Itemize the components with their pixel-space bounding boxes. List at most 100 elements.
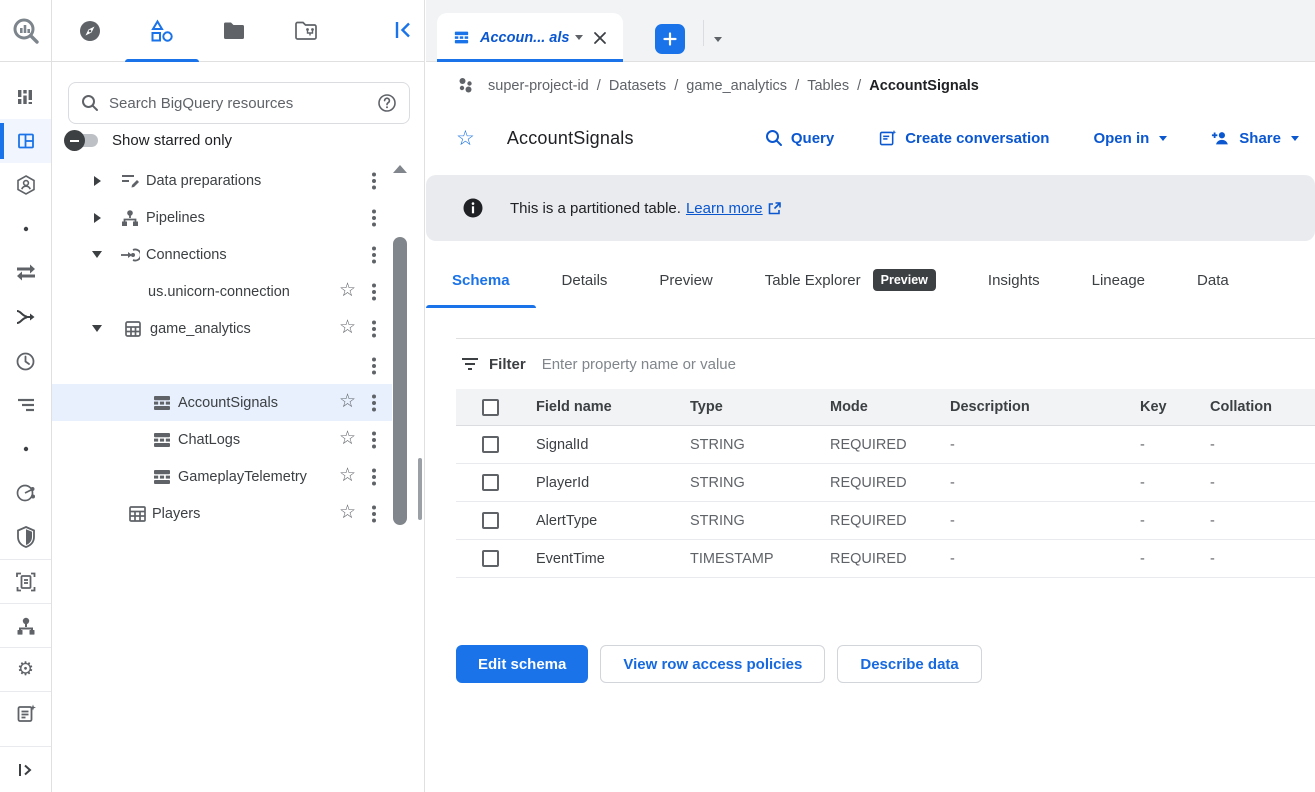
row-checkbox[interactable]	[482, 550, 499, 567]
toggle-track[interactable]	[64, 130, 98, 151]
star-icon[interactable]: ☆	[339, 428, 357, 449]
tree-item-table-chatlogs[interactable]: ChatLogs ☆	[52, 421, 425, 458]
expand-panel-icon[interactable]	[0, 746, 51, 792]
show-starred-toggle[interactable]: Show starred only	[64, 130, 232, 151]
field-mode: REQUIRED	[830, 474, 907, 491]
create-conversation-button[interactable]: Create conversation	[878, 129, 1049, 148]
kebab-menu-icon[interactable]	[372, 468, 376, 486]
tab-list-caret-icon[interactable]	[714, 37, 722, 42]
scrollbar-up-arrow[interactable]	[393, 165, 407, 173]
tree-item-table-players[interactable]: Players ☆	[52, 495, 425, 532]
open-in-button[interactable]: Open in	[1093, 130, 1168, 147]
scheduled-branch-icon[interactable]	[0, 295, 51, 339]
breadcrumb-datasets[interactable]: Datasets	[609, 78, 686, 94]
schema-row: SignalId STRING REQUIRED - - -	[456, 426, 1315, 464]
collapse-arrow-icon[interactable]	[92, 251, 102, 258]
collapse-arrow-icon[interactable]	[92, 325, 102, 332]
filter-input[interactable]	[541, 355, 1315, 373]
query-button[interactable]: Query	[765, 129, 834, 147]
learn-more-link[interactable]: Learn more	[685, 199, 763, 217]
filter-label: Filter	[489, 355, 526, 373]
explore-compass-icon[interactable]	[62, 0, 118, 62]
folder-icon[interactable]	[206, 0, 262, 62]
tree-item-label: Connections	[146, 246, 227, 263]
analytics-grid-icon[interactable]	[0, 75, 51, 119]
tab-insights[interactable]: Insights	[987, 271, 1040, 289]
breadcrumb-tables[interactable]: Tables	[807, 78, 869, 94]
studio-shapes-icon[interactable]	[125, 0, 199, 62]
help-icon[interactable]	[377, 93, 397, 113]
kebab-menu-icon[interactable]	[372, 246, 376, 264]
settings-gear-icon[interactable]: ⚙	[0, 647, 51, 691]
analytics-hub-icon[interactable]	[0, 471, 51, 515]
tab-preview[interactable]: Preview	[659, 271, 713, 289]
active-workspace-tab[interactable]: Accoun... als	[437, 13, 623, 62]
star-icon[interactable]: ☆	[339, 502, 357, 523]
row-checkbox[interactable]	[482, 512, 499, 529]
repository-folder-icon[interactable]	[278, 0, 334, 62]
kebab-menu-icon[interactable]	[372, 283, 376, 301]
col-description: Description	[950, 399, 1030, 415]
star-icon[interactable]: ☆	[339, 465, 357, 486]
expand-arrow-icon[interactable]	[94, 212, 101, 223]
close-tab-icon[interactable]	[593, 31, 607, 45]
tree-item-connections[interactable]: Connections	[52, 236, 425, 273]
kebab-menu-icon[interactable]	[372, 172, 376, 190]
star-icon[interactable]: ☆	[339, 391, 357, 412]
view-row-access-policies-button[interactable]: View row access policies	[600, 645, 826, 683]
describe-data-button[interactable]: Describe data	[837, 645, 982, 683]
collapse-panel-icon[interactable]	[394, 19, 414, 41]
tab-dropdown-caret-icon[interactable]	[575, 35, 584, 40]
new-document-icon[interactable]	[0, 691, 51, 735]
select-all-checkbox[interactable]	[482, 398, 499, 416]
tab-data[interactable]: Data	[1197, 271, 1229, 289]
scrollbar-thin-thumb[interactable]	[418, 458, 422, 520]
kebab-menu-icon[interactable]	[372, 394, 376, 412]
scan-document-icon[interactable]	[0, 559, 51, 603]
row-checkbox[interactable]	[482, 474, 499, 491]
breadcrumb-dataset[interactable]: game_analytics	[686, 78, 807, 94]
security-shield-icon[interactable]	[0, 515, 51, 559]
tree-item-table-accountsignals[interactable]: AccountSignals ☆	[52, 384, 392, 421]
tab-table-explorer[interactable]: Table Explorer Preview	[739, 252, 962, 308]
expand-arrow-icon[interactable]	[94, 175, 101, 186]
edit-schema-button[interactable]: Edit schema	[456, 645, 589, 683]
transfers-icon[interactable]	[0, 251, 51, 295]
kebab-menu-icon[interactable]	[372, 431, 376, 449]
resource-tree-icon[interactable]	[0, 603, 51, 647]
scrollbar-thumb[interactable]	[393, 237, 407, 525]
tree-item-data-preparations[interactable]: Data preparations	[52, 162, 425, 199]
field-name: SignalId	[536, 436, 589, 453]
toggle-knob[interactable]	[64, 130, 85, 151]
tree-item-pipelines[interactable]: Pipelines	[52, 199, 425, 236]
kebab-menu-icon[interactable]	[372, 320, 376, 338]
tab-details[interactable]: Details	[561, 271, 608, 289]
capacity-lines-icon[interactable]	[0, 383, 51, 427]
dot-icon	[0, 207, 51, 251]
kebab-menu-icon[interactable]	[372, 209, 376, 227]
star-table-icon[interactable]: ☆	[456, 126, 475, 150]
tab-lineage[interactable]: Lineage	[1091, 271, 1146, 289]
row-checkbox[interactable]	[482, 436, 499, 453]
new-tab-button[interactable]	[655, 24, 685, 54]
search-input[interactable]	[109, 94, 377, 112]
tree-item-dataset[interactable]: game_analytics ☆	[52, 310, 425, 347]
history-clock-icon[interactable]	[0, 339, 51, 383]
search-bigquery-resources[interactable]	[68, 82, 410, 124]
explorer-panel: Show starred only Data preparations Pipe…	[52, 0, 425, 792]
field-description: -	[950, 436, 955, 453]
workspace-panel-icon[interactable]	[0, 119, 51, 163]
share-button[interactable]: Share	[1211, 129, 1299, 147]
tree-item-table-gameplaytelemetry[interactable]: GameplayTelemetry ☆	[52, 458, 425, 495]
kebab-menu-icon[interactable]	[372, 357, 376, 375]
star-icon[interactable]: ☆	[339, 280, 357, 301]
governance-icon[interactable]	[0, 163, 51, 207]
breadcrumb-project[interactable]: super-project-id	[488, 78, 609, 94]
workspace-tabstrip: Accoun... als	[426, 0, 1315, 62]
tree-item-connection[interactable]: us.unicorn-connection ☆	[52, 273, 425, 310]
table-icon	[129, 505, 146, 522]
star-icon[interactable]: ☆	[339, 317, 357, 338]
kebab-menu-icon[interactable]	[372, 505, 376, 523]
tab-schema[interactable]: Schema	[426, 252, 536, 308]
